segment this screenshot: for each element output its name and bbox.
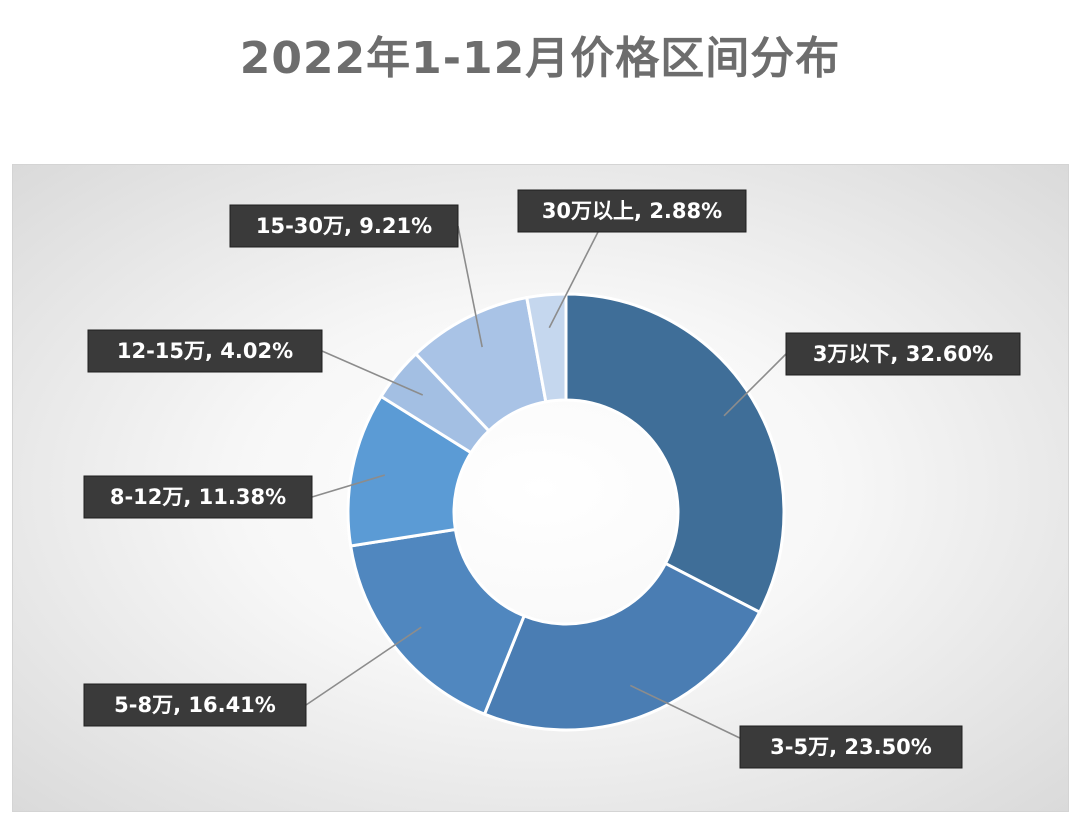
- data-label-box: [517, 189, 747, 233]
- slice-2: [482, 561, 762, 732]
- leader-line-4: [311, 474, 385, 498]
- slices-group: [346, 292, 786, 732]
- leader-line-5: [321, 350, 424, 396]
- data-label-3: 5-8万, 16.41%: [83, 683, 307, 727]
- data-label-text: 12-15万, 4.02%: [117, 339, 293, 363]
- leader-line-7: [548, 231, 599, 329]
- data-label-4: 8-12万, 11.38%: [83, 475, 313, 519]
- data-label-box: [83, 683, 307, 727]
- data-label-text: 3万以下, 32.60%: [813, 342, 993, 366]
- data-label-1: 3万以下, 32.60%: [785, 332, 1021, 376]
- data-label-box: [739, 725, 963, 769]
- chart-title: 2022年1-12月价格区间分布: [239, 33, 841, 84]
- data-label-text: 3-5万, 23.50%: [770, 735, 932, 759]
- data-label-7: 30万以上, 2.88%: [517, 189, 747, 233]
- slice-3: [348, 527, 527, 717]
- data-label-6: 15-30万, 9.21%: [229, 204, 459, 248]
- slice-7: [525, 292, 568, 404]
- leader-lines-group: [305, 225, 787, 741]
- data-label-text: 8-12万, 11.38%: [110, 485, 286, 509]
- data-label-2: 3-5万, 23.50%: [739, 725, 963, 769]
- data-label-text: 30万以上, 2.88%: [542, 199, 722, 223]
- data-label-box: [87, 329, 323, 373]
- leader-line-1: [723, 353, 787, 417]
- leader-line-2: [629, 684, 745, 741]
- data-label-text: 5-8万, 16.41%: [114, 693, 276, 717]
- data-label-text: 15-30万, 9.21%: [256, 214, 432, 238]
- data-label-box: [785, 332, 1021, 376]
- data-label-5: 12-15万, 4.02%: [87, 329, 323, 373]
- slice-1: [564, 292, 786, 615]
- data-label-box: [83, 475, 313, 519]
- data-labels-group: 3万以下, 32.60% 3-5万, 23.50% 5-8万, 16.41% 8-12…: [83, 189, 1021, 769]
- leader-line-3: [305, 626, 422, 706]
- leader-line-6: [457, 225, 483, 348]
- data-label-box: [229, 204, 459, 248]
